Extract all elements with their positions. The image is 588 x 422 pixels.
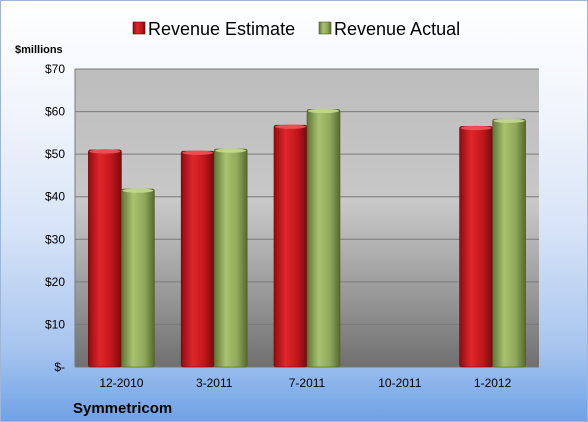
y-tick-label: $10 (45, 317, 65, 331)
actual-bar (492, 118, 526, 368)
y-tick-label: $20 (45, 275, 65, 289)
y-tick-label: $50 (45, 147, 65, 161)
actual-bar-cap (308, 108, 339, 114)
x-tick-label: 1-2012 (474, 376, 512, 390)
estimate-bar (88, 149, 122, 368)
actual-bar-cap (493, 118, 525, 123)
legend-actual-label: Revenue Actual (334, 19, 460, 39)
bars (88, 108, 526, 368)
legend-estimate-swatch (132, 21, 146, 35)
estimate-bar-cap (460, 125, 492, 131)
x-tick-label: 7-2011 (289, 376, 326, 390)
estimate-bar-cap (89, 149, 121, 154)
actual-bar-cap (122, 188, 154, 193)
x-tick-label: 12-2010 (99, 376, 143, 390)
actual-bar-cap (215, 148, 247, 153)
estimate-bar-cap (182, 150, 214, 155)
y-tick-label: $70 (45, 62, 65, 76)
legend-estimate: Revenue Estimate (132, 19, 295, 39)
actual-bar (213, 148, 248, 368)
y-tick-label: $30 (45, 232, 65, 246)
x-tick-label: 10-2011 (378, 376, 421, 390)
x-axis-ticks: 12-2010 3-2011 7-2011 10-2011 1-2012 (99, 376, 511, 390)
estimate-bar (459, 126, 493, 368)
y-axis-ticks: $- $10 $20 $30 $40 $50 $60 $70 (45, 62, 65, 374)
actual-bar (306, 109, 341, 368)
legend-estimate-label: Revenue Estimate (148, 19, 295, 39)
legend-actual-swatch (318, 21, 332, 35)
y-tick-label: $40 (45, 190, 65, 204)
estimate-bar-cap (275, 124, 306, 129)
y-axis-label: $millions (15, 44, 63, 56)
x-tick-label: 3-2011 (196, 376, 233, 390)
company-name: Symmetricom (73, 400, 172, 417)
actual-bar (121, 188, 155, 368)
estimate-bar (273, 124, 308, 368)
estimate-bar (180, 150, 215, 368)
legend-actual: Revenue Actual (318, 19, 460, 39)
legend: Revenue Estimate Revenue Actual (132, 19, 460, 39)
y-tick-label: $- (54, 360, 65, 374)
y-tick-label: $60 (45, 105, 65, 119)
